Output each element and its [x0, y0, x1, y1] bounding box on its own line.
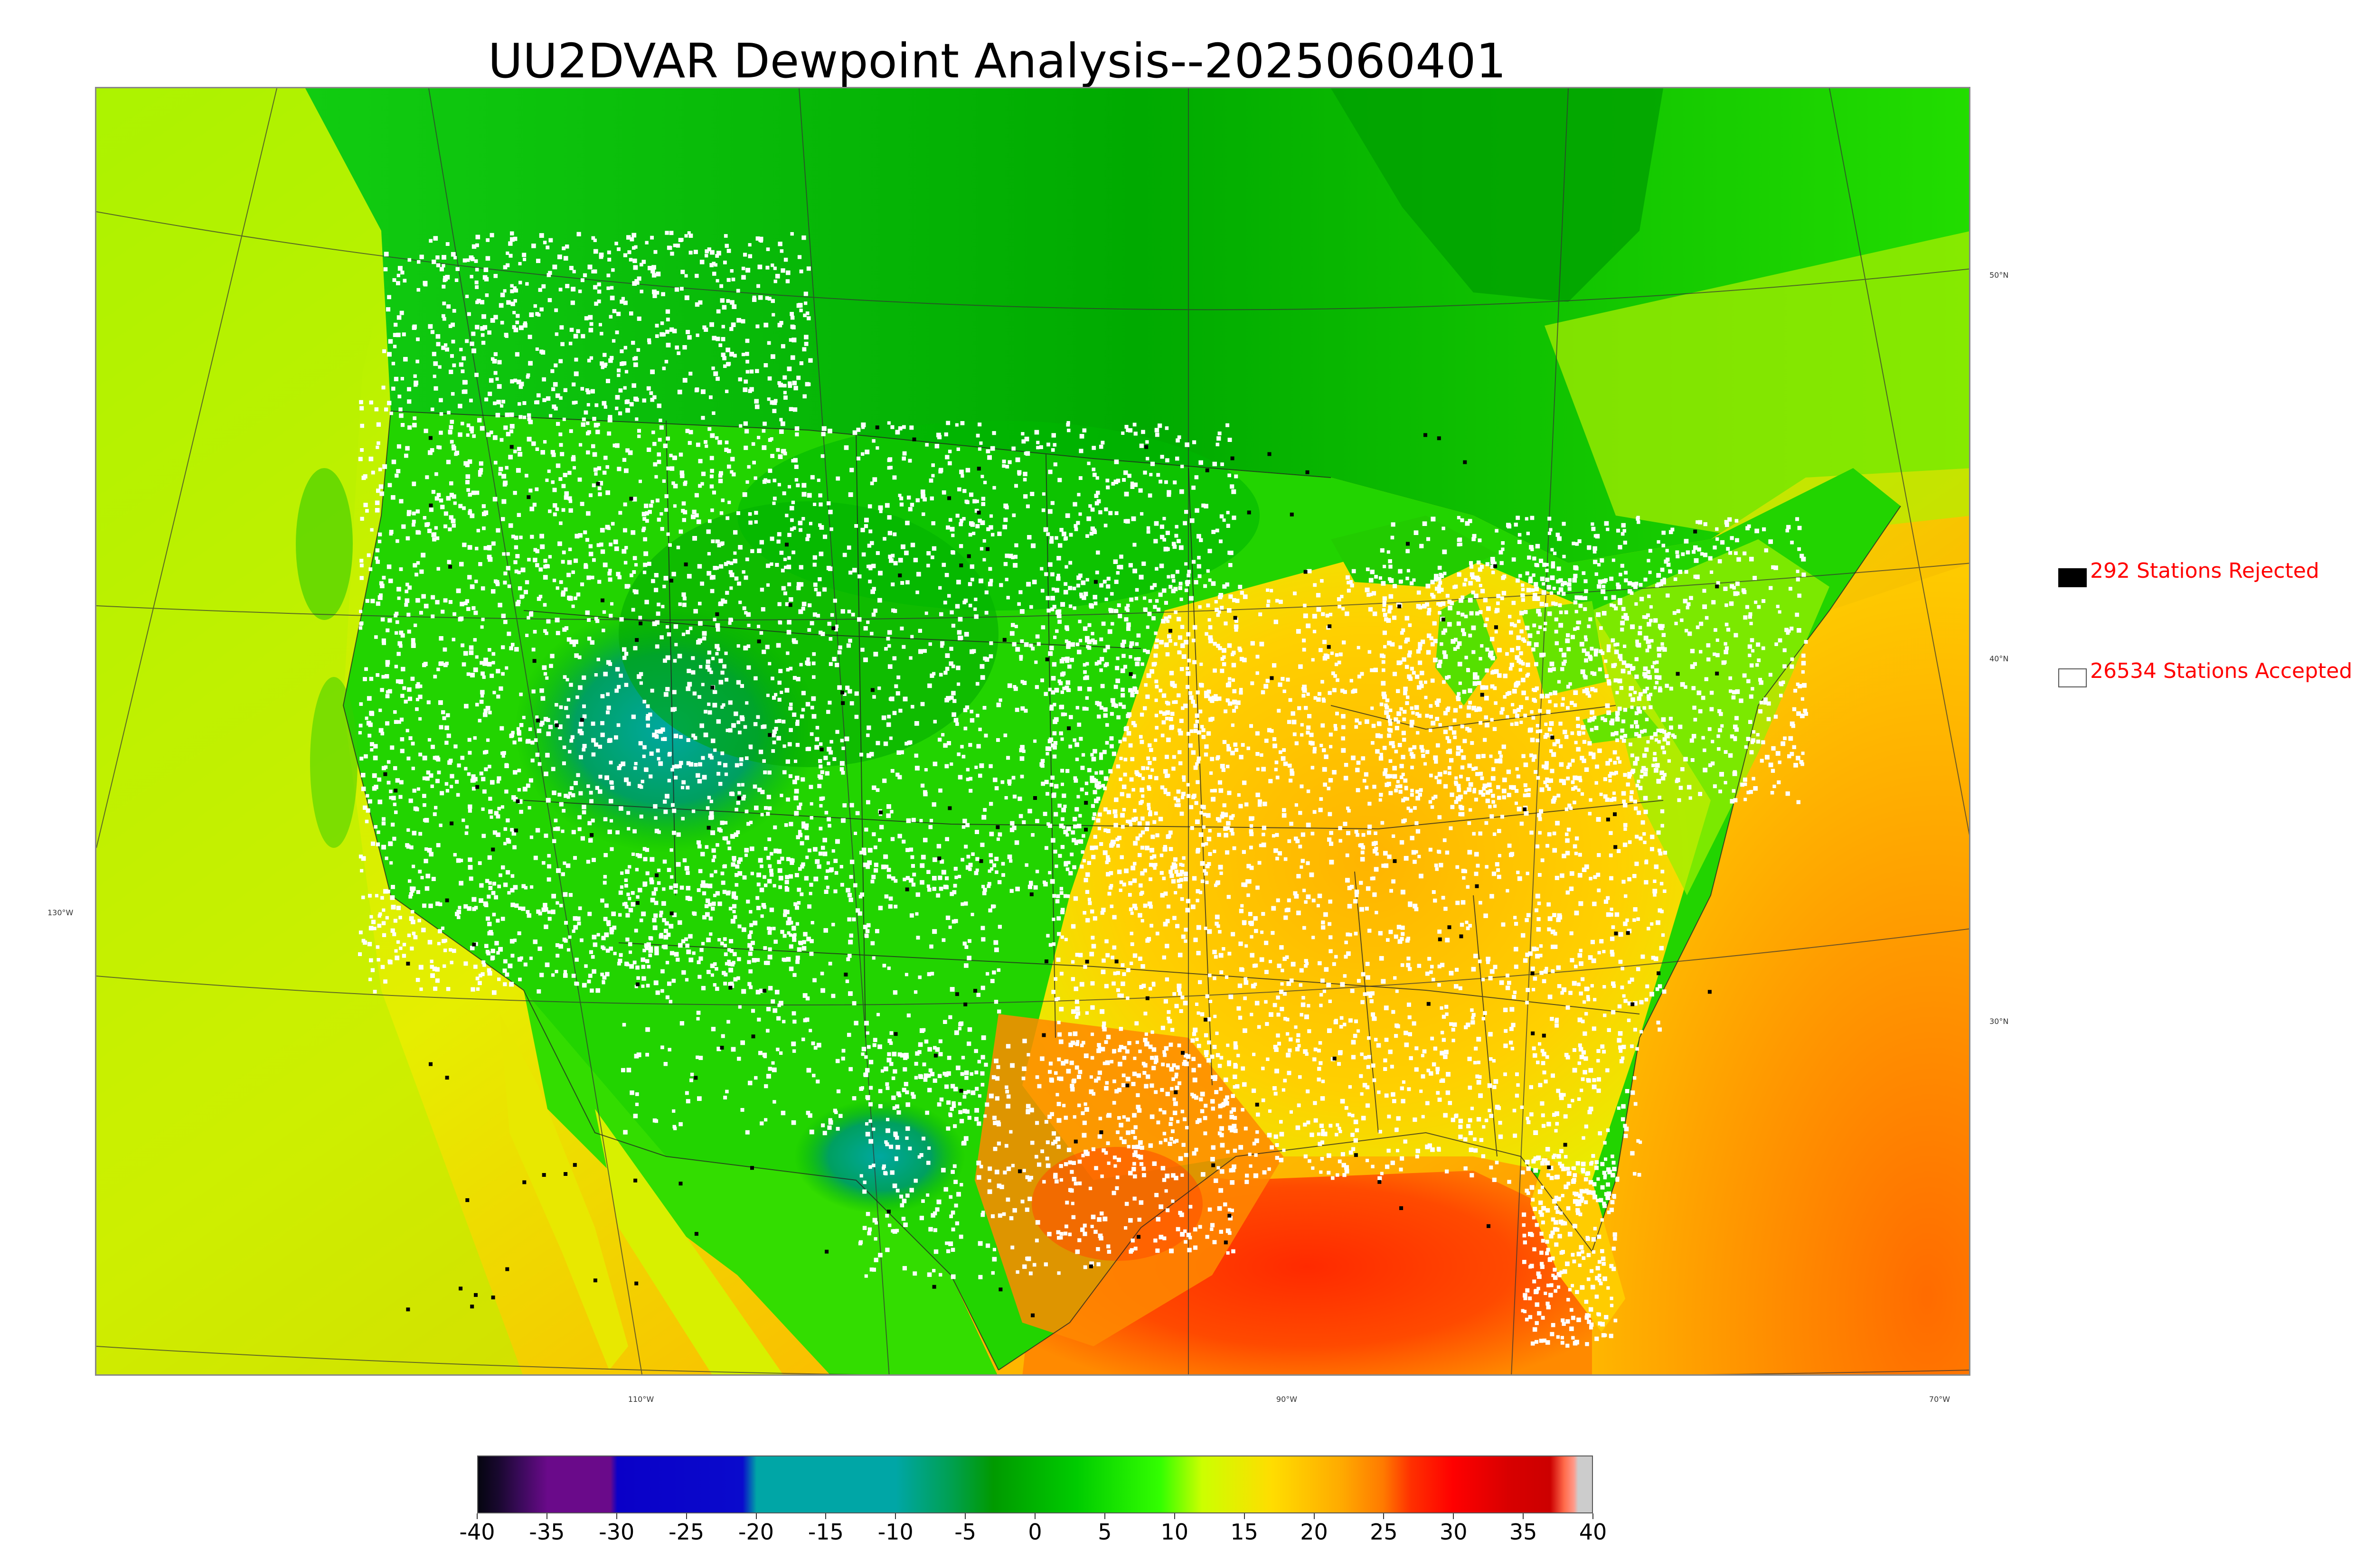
lon-label-110w: 110°W: [628, 1395, 654, 1404]
colorbar-tick-label: -35: [529, 1519, 565, 1545]
colorbar-tickmark: [1453, 1513, 1454, 1519]
colorbar-tickmark: [686, 1513, 687, 1519]
colorbar-tick-label: -10: [877, 1519, 914, 1545]
colorbar-tickmark: [1383, 1513, 1385, 1519]
lon-label-130w: 130°W: [47, 908, 74, 917]
map-canvas: [96, 88, 1969, 1374]
lat-label-30n: 30°N: [1989, 1017, 2009, 1026]
rejected-label: 292 Stations Rejected: [2090, 559, 2319, 583]
colorbar-tick-label: 10: [1160, 1519, 1189, 1545]
colorbar-tick-label: -5: [954, 1519, 977, 1545]
colorbar-tickmark: [825, 1513, 827, 1519]
rejected-stations: [383, 425, 1719, 1317]
rejected-swatch: [2058, 568, 2087, 587]
colorbar-tick-label: 30: [1439, 1519, 1468, 1545]
colorbar-tick-label: -30: [599, 1519, 635, 1545]
dewpoint-colorbar: [477, 1455, 1593, 1513]
colorbar-tick-label: 35: [1509, 1519, 1537, 1545]
lat-label-40n: 40°N: [1989, 654, 2009, 663]
colorbar-tick-label: -15: [808, 1519, 844, 1545]
colorbar-tickmark: [477, 1513, 478, 1519]
dewpoint-map[interactable]: [95, 87, 1970, 1376]
colorbar-tick-label: -25: [669, 1519, 705, 1545]
accepted-stations: [358, 231, 1809, 1348]
colorbar-tickmark: [965, 1513, 966, 1519]
colorbar-tickmark: [546, 1513, 547, 1519]
colorbar-tickmark: [616, 1513, 617, 1519]
colorbar-tick-label: -40: [459, 1519, 495, 1545]
colorbar-tickmark: [1104, 1513, 1105, 1519]
colorbar-tick-label: 20: [1300, 1519, 1328, 1545]
colorbar-tick-label: 15: [1230, 1519, 1258, 1545]
lon-label-70w: 70°W: [1929, 1395, 1950, 1404]
map-title: UU2DVAR Dewpoint Analysis--2025060401: [488, 33, 1507, 89]
colorbar-tickmark: [755, 1513, 757, 1519]
colorbar-tickmark: [1313, 1513, 1315, 1519]
colorbar-tickmark: [1244, 1513, 1245, 1519]
accepted-swatch: [2058, 668, 2087, 687]
colorbar-tickmark: [1174, 1513, 1175, 1519]
accepted-label: 26534 Stations Accepted: [2090, 659, 2353, 683]
colorbar-tick-label: 0: [1028, 1519, 1042, 1545]
lat-label-50n: 50°N: [1989, 271, 2009, 280]
colorbar-tick-label: 40: [1579, 1519, 1607, 1545]
colorbar-tick-label: -20: [738, 1519, 774, 1545]
colorbar-tickmark: [1035, 1513, 1036, 1519]
colorbar-tickmark: [895, 1513, 896, 1519]
colorbar-tickmark: [1592, 1513, 1593, 1519]
colorbar-tick-label: 25: [1370, 1519, 1398, 1545]
lon-label-90w: 90°W: [1276, 1395, 1298, 1404]
colorbar-tick-label: 5: [1098, 1519, 1112, 1545]
colorbar-tickmark: [1523, 1513, 1524, 1519]
